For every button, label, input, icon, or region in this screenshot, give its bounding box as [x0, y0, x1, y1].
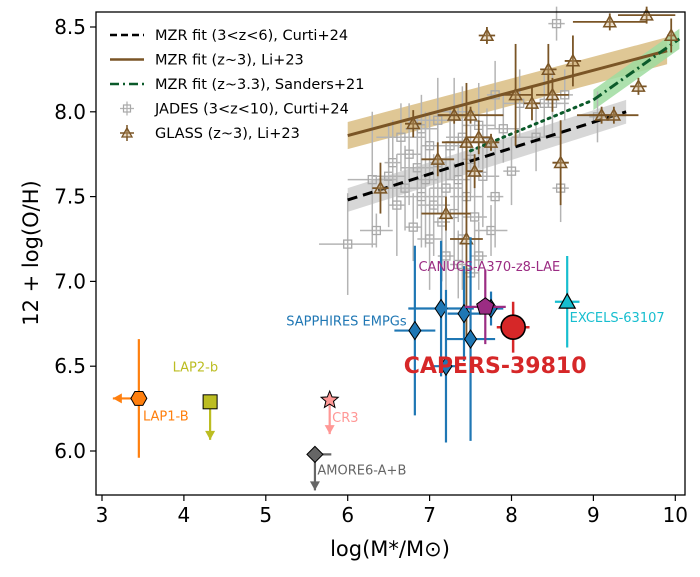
- jades-point: [498, 124, 508, 134]
- legend-label: JADES (3<z<10), Curti+24: [154, 102, 349, 118]
- x-tick-label: 9: [587, 503, 600, 527]
- y-tick-label: 8.5: [54, 15, 86, 39]
- glass-series: [372, 6, 679, 341]
- annotation-label: AMORE6-A+B: [317, 464, 406, 479]
- x-tick-label: 7: [423, 503, 436, 527]
- y-tick-label: 6.0: [54, 439, 86, 463]
- glass-point: [508, 87, 523, 101]
- glass-point: [545, 87, 560, 101]
- y-tick-label: 7.5: [54, 185, 86, 209]
- jades-point: [371, 225, 382, 236]
- cr3-point: [319, 389, 340, 409]
- amore-upper-limit-arrow-head: [309, 481, 320, 491]
- x-tick-label: 10: [663, 503, 688, 527]
- annotation-label: EXCELS-63107: [570, 311, 665, 326]
- jades-point: [396, 132, 406, 142]
- glass-point: [483, 134, 499, 148]
- sapphires-point: [463, 329, 478, 349]
- glass-point: [553, 155, 568, 169]
- x-tick-label: 3: [96, 503, 109, 527]
- capers-point: [500, 314, 526, 340]
- jades-point: [408, 222, 418, 232]
- x-axis-label: log(M*/M⊙): [330, 537, 450, 561]
- curti-fit-line: [347, 110, 627, 202]
- lap1b-point: [130, 390, 148, 406]
- jades-point: [433, 115, 443, 125]
- y-tick-label: 8.0: [54, 100, 86, 124]
- jades-point: [343, 239, 353, 249]
- annotation-label: CAPERS-39810: [404, 354, 587, 379]
- jades-point: [490, 191, 500, 202]
- fit-lines: [347, 37, 681, 202]
- jades-point: [469, 212, 480, 222]
- sapphires-point: [439, 356, 453, 377]
- lap2b-upper-limit-arrow-head: [205, 430, 216, 440]
- glass-point: [463, 107, 478, 121]
- annotation-label: CANUCS-A370-z8-LAE: [418, 260, 560, 275]
- glass-point: [606, 107, 622, 121]
- jades-point: [392, 200, 402, 210]
- jades-point: [551, 18, 562, 29]
- y-axis-label: 12 + log(O/H): [19, 180, 43, 325]
- jades-point: [474, 251, 484, 261]
- glass-point: [663, 27, 679, 42]
- x-tick-label: 8: [505, 503, 518, 527]
- x-tick-label: 4: [178, 503, 191, 527]
- sapphires-point: [408, 320, 422, 341]
- jades-point: [424, 141, 435, 151]
- jades-point: [404, 149, 414, 159]
- fit-band: [593, 28, 680, 111]
- annotation-label: LAP2-b: [173, 360, 219, 375]
- legend-frame: [100, 15, 101, 16]
- annotation-label: LAP1-B: [143, 409, 189, 424]
- legend-label: MZR fit (z~3), Li+23: [155, 53, 304, 69]
- amore-point: [306, 445, 324, 464]
- excels-point: [558, 292, 577, 309]
- y-axis: 6.0 6.5 7.0 7.5 8.0 8.5: [54, 15, 96, 463]
- glass-point: [405, 116, 421, 130]
- glass-point: [373, 180, 388, 194]
- annotation-label: SAPPHIRES EMPGs: [286, 314, 407, 329]
- glass-point: [565, 53, 581, 67]
- annotation-label: CR3: [332, 411, 358, 426]
- legend: MZR fit (3<z<6), Curti+24 MZR fit (z~3), …: [100, 15, 364, 142]
- lap1b-upper-limit-arrow-head: [112, 393, 122, 404]
- legend-swatch: [120, 126, 134, 138]
- glass-point: [631, 78, 646, 92]
- canucs-point: [476, 297, 495, 315]
- cr3-upper-limit-arrow-head: [324, 425, 335, 435]
- glass-point: [430, 151, 446, 165]
- glass-point: [639, 7, 654, 21]
- axes-frame: [95, 11, 686, 496]
- y-tick-label: 7.0: [54, 269, 86, 293]
- glass-point: [524, 95, 540, 109]
- sapphires-point: [457, 303, 471, 324]
- glass-point: [471, 129, 487, 143]
- glass-point: [541, 61, 556, 75]
- glass-point: [479, 27, 495, 42]
- annotations: SAPPHIRES EMPGs CANUCS-A370-z8-LAE EXCELS-…: [143, 260, 665, 479]
- highlighted-sources: [112, 255, 580, 491]
- lap2b-point: [202, 394, 218, 410]
- jades-point: [506, 166, 517, 176]
- legend-swatch: [122, 104, 132, 113]
- x-tick-label: 5: [259, 503, 272, 527]
- jades-point: [441, 183, 451, 193]
- y-tick-label: 6.5: [54, 354, 86, 378]
- legend-label: MZR fit (z~3.3), Sanders+21: [155, 77, 364, 93]
- glass-point: [438, 206, 454, 220]
- x-axis: 3 4 5 6 7 8 9 10: [96, 495, 688, 527]
- glass-point: [467, 163, 482, 177]
- glass-point: [602, 14, 618, 28]
- li-fit-line: [347, 49, 668, 137]
- legend-label: MZR fit (3<z<6), Curti+24: [155, 28, 348, 44]
- x-tick-label: 6: [341, 503, 354, 527]
- sanders-fit-line: [592, 37, 681, 102]
- legend-label: GLASS (z~3), Li+23: [155, 126, 300, 142]
- sapphires-series: [394, 237, 504, 443]
